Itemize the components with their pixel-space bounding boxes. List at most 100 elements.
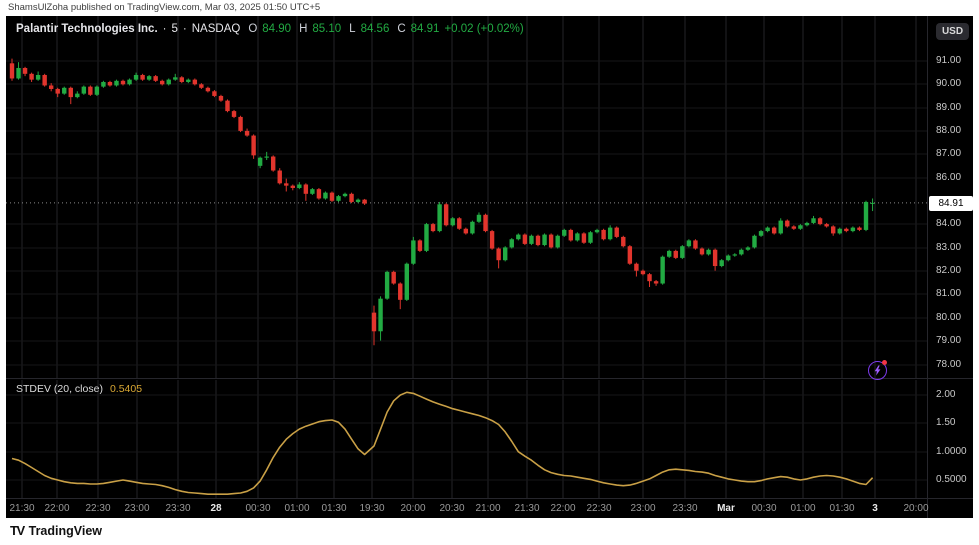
candle (588, 231, 593, 244)
price-axis-label: 88.00 (936, 125, 962, 136)
legend-separator: · (162, 23, 167, 35)
candle (686, 239, 692, 248)
pane-separator[interactable] (6, 378, 973, 379)
time-axis-label: 01:00 (790, 503, 816, 514)
candle (739, 248, 744, 256)
time-axis-label: 20:30 (439, 503, 465, 514)
candle (101, 80, 106, 88)
candle (870, 198, 875, 212)
candle (489, 229, 495, 250)
candle (48, 83, 54, 92)
close-value: 84.91 (410, 23, 440, 35)
candle (476, 212, 482, 223)
price-axis-label: 83.00 (936, 242, 962, 253)
footer: TV TradingView (0, 518, 979, 545)
time-axis-label: 20:00 (903, 503, 929, 514)
price-axis-label: 81.00 (936, 288, 962, 299)
stdev-indicator-plot[interactable] (6, 380, 927, 498)
candle (758, 229, 764, 237)
candle (647, 273, 652, 288)
candle (398, 282, 403, 310)
time-axis-label: 21:30 (9, 503, 35, 514)
time-axis-label: 01:30 (829, 503, 855, 514)
candle (297, 182, 302, 190)
candle (817, 217, 823, 226)
tradingview-logo-glyph: TV (10, 523, 25, 538)
candle (457, 217, 462, 230)
candle (430, 222, 436, 233)
candle (470, 220, 475, 235)
candle (548, 233, 554, 249)
time-axis-label: 20:00 (400, 503, 426, 514)
candle (857, 226, 862, 232)
candle (752, 234, 757, 249)
candle (199, 83, 204, 89)
high-letter: H (299, 23, 308, 35)
candle (529, 234, 534, 246)
candle (231, 109, 237, 119)
candle (699, 247, 705, 256)
candle (303, 183, 309, 201)
price-axis-label: 84.00 (936, 218, 962, 229)
price-axis-label: 90.00 (936, 78, 962, 89)
candle (68, 86, 73, 105)
time-axis-label: 22:00 (550, 503, 576, 514)
candle (35, 71, 41, 81)
candle (244, 128, 250, 137)
low-letter: L (349, 23, 356, 35)
price-axis-label: 86.00 (936, 172, 962, 183)
indicator-legend[interactable]: STDEV (20, close) 0.5405 (16, 383, 142, 395)
candle (653, 280, 659, 286)
candle (863, 200, 869, 232)
candle (745, 246, 751, 251)
candle (673, 249, 678, 260)
legend-separator: · (182, 23, 187, 35)
time-axis-label: 01:30 (321, 503, 347, 514)
candle (607, 225, 613, 241)
candle (127, 78, 132, 86)
candlestick-plot[interactable] (6, 16, 927, 378)
candle (371, 305, 377, 346)
candle (225, 99, 230, 113)
candle (667, 249, 672, 258)
time-axis-separator (6, 498, 973, 499)
symbol-legend[interactable]: Palantir Technologies Inc. · 5 · NASDAQ … (16, 23, 524, 35)
candle (627, 245, 633, 265)
time-axis-label: 21:00 (475, 503, 501, 514)
low-value: 84.56 (360, 23, 390, 35)
open-value: 84.90 (262, 23, 292, 35)
candle (634, 262, 639, 277)
candle (218, 94, 224, 102)
candle (417, 239, 423, 253)
publish-line: ShamsUlZoha published on TradingView.com… (8, 2, 321, 13)
candle (778, 218, 783, 235)
candle (62, 86, 67, 95)
time-axis-label: 23:00 (630, 503, 656, 514)
last-price-label: 84.91 (929, 195, 973, 211)
indicator-axis-label: 2.00 (936, 389, 956, 400)
time-axis-label: 23:30 (165, 503, 191, 514)
tradingview-logo[interactable]: TV TradingView (10, 523, 102, 538)
candle (212, 90, 217, 98)
lightning-button[interactable] (868, 361, 887, 380)
candle (186, 78, 191, 84)
candle (463, 227, 469, 235)
candle (336, 194, 341, 202)
currency-toggle-button[interactable]: USD (936, 23, 969, 40)
notification-dot (882, 360, 887, 365)
time-axis-label: 01:00 (284, 503, 310, 514)
candle (120, 79, 126, 86)
candle (601, 228, 606, 241)
candle (581, 232, 587, 244)
price-axis-separator (927, 16, 928, 518)
candle (535, 234, 541, 247)
candle (55, 87, 60, 98)
candle (503, 246, 508, 262)
candle (771, 226, 777, 235)
candle (621, 235, 626, 248)
candle (349, 192, 354, 204)
candle (140, 73, 145, 81)
time-axis-label: 28 (210, 503, 222, 514)
time-axis-label: Mar (717, 503, 735, 514)
time-axis-label: 22:00 (44, 503, 70, 514)
